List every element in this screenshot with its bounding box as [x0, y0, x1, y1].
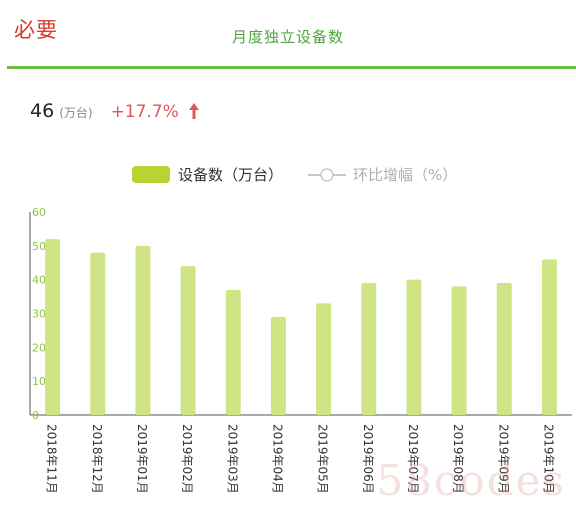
- x-tick-label: 2019年10月: [541, 424, 555, 494]
- bar[interactable]: [90, 252, 106, 415]
- x-tick-label: 2019年08月: [451, 424, 465, 494]
- legend-label-growth[interactable]: 环比增幅（%）: [353, 166, 457, 184]
- y-tick-label: 10: [32, 375, 46, 388]
- x-tick-label: 2019年04月: [270, 424, 284, 494]
- summary: 46 (万台) +17.7%: [30, 100, 200, 122]
- bar[interactable]: [406, 279, 422, 415]
- brand-logo: 必要: [14, 18, 58, 42]
- bar[interactable]: [496, 283, 512, 415]
- x-tick-label: 2019年06月: [361, 424, 375, 494]
- summary-value: 46: [30, 100, 55, 122]
- watermark: 58codes: [376, 456, 566, 505]
- y-tick-label: 40: [32, 274, 46, 287]
- y-tick-labels: 0 10 20 30 40 50 60: [32, 206, 46, 422]
- chart-legend: 设备数（万台） 环比增幅（%）: [132, 166, 457, 184]
- arrow-up-icon: [188, 103, 199, 119]
- bar[interactable]: [135, 245, 151, 415]
- bar[interactable]: [361, 283, 377, 415]
- page-title: 月度独立设备数: [231, 28, 344, 46]
- x-tick-label: 2019年07月: [406, 424, 420, 494]
- x-tick-label: 2018年12月: [90, 424, 104, 494]
- y-tick-label: 20: [32, 341, 46, 354]
- x-tick-label: 2019年02月: [180, 424, 194, 494]
- x-tick-label: 2019年03月: [225, 424, 239, 494]
- legend-label-devices[interactable]: 设备数（万台）: [178, 166, 283, 184]
- legend-swatch-marker: [320, 168, 334, 182]
- x-tick-label: 2019年01月: [135, 424, 149, 494]
- bars: [45, 239, 557, 415]
- summary-unit: (万台): [59, 106, 93, 120]
- bar[interactable]: [316, 303, 332, 415]
- bar[interactable]: [541, 259, 557, 415]
- y-tick-label: 0: [32, 409, 39, 422]
- y-tick-label: 30: [32, 308, 46, 321]
- x-tick-label: 2018年11月: [45, 424, 59, 494]
- legend-swatch-bar[interactable]: [132, 166, 170, 183]
- y-tick-label: 50: [32, 240, 46, 253]
- y-tick-label: 60: [32, 206, 46, 219]
- x-tick-labels: 2018年11月 2018年12月 2019年01月 2019年02月 2019年03月…: [45, 424, 556, 494]
- bar[interactable]: [451, 286, 467, 415]
- bar[interactable]: [225, 289, 241, 415]
- bar[interactable]: [180, 266, 196, 415]
- x-tick-label: 2019年09月: [496, 424, 510, 494]
- x-tick-label: 2019年05月: [316, 424, 330, 494]
- summary-change: +17.7%: [110, 102, 179, 122]
- title-divider: [7, 66, 576, 69]
- bar[interactable]: [270, 316, 286, 415]
- bar[interactable]: [45, 239, 61, 415]
